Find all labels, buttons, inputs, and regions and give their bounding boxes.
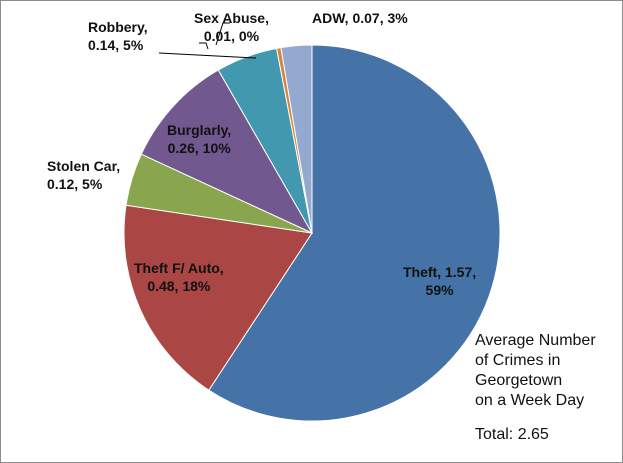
- label-adw: ADW, 0.07, 3%: [312, 9, 408, 27]
- total-label: Total: 2.65: [475, 426, 549, 443]
- chart-title-line3: Georgetown: [475, 372, 563, 389]
- label-sex-abuse-line1: Sex Abuse,: [194, 10, 269, 26]
- label-theft-f-auto-line2: 0.48, 18%: [147, 278, 211, 294]
- label-sex-abuse: Sex Abuse, 0.01, 0%: [194, 9, 269, 45]
- label-burglarly-line2: 0.26, 10%: [167, 140, 231, 156]
- label-stolen-car-line2: 0.12, 5%: [47, 176, 103, 192]
- label-stolen-car-line1: Stolen Car,: [47, 158, 121, 174]
- label-sex-abuse-line2: 0.01, 0%: [203, 28, 260, 44]
- label-theft-f-auto: Theft F/ Auto, 0.48, 18%: [134, 259, 224, 295]
- chart-title: Average Number of Crimes in Georgetown o…: [475, 331, 596, 411]
- chart-title-line4: on a Week Day: [475, 392, 585, 409]
- label-adw-line1: ADW, 0.07, 3%: [312, 10, 408, 26]
- label-stolen-car: Stolen Car, 0.12, 5%: [47, 157, 120, 193]
- label-theft-line2: 59%: [425, 282, 454, 298]
- pie-slice-theft-f-auto: [123, 204, 313, 391]
- chart-title-line2: of Crimes in: [475, 352, 561, 369]
- leader-line-adw: [215, 22, 230, 46]
- pie-slice-burglarly: [140, 69, 314, 235]
- pie-slice-theft: [208, 44, 501, 422]
- leader-line-sex-abuse: [199, 42, 209, 50]
- chart-title-line1: Average Number: [475, 332, 596, 349]
- label-burglarly: Burglarly, 0.26, 10%: [167, 121, 231, 157]
- label-theft-line1: Theft, 1.57,: [403, 264, 477, 280]
- leader-line-robbery: [158, 52, 257, 59]
- label-robbery: Robbery, 0.14, 5%: [88, 18, 148, 54]
- pie-slice-adw: [280, 44, 313, 234]
- label-theft-f-auto-line1: Theft F/ Auto,: [134, 260, 224, 276]
- label-robbery-line1: Robbery,: [88, 19, 148, 35]
- label-robbery-line2: 0.14, 5%: [88, 37, 144, 53]
- label-theft: Theft, 1.57, 59%: [403, 263, 476, 299]
- label-burglarly-line1: Burglarly,: [167, 122, 232, 138]
